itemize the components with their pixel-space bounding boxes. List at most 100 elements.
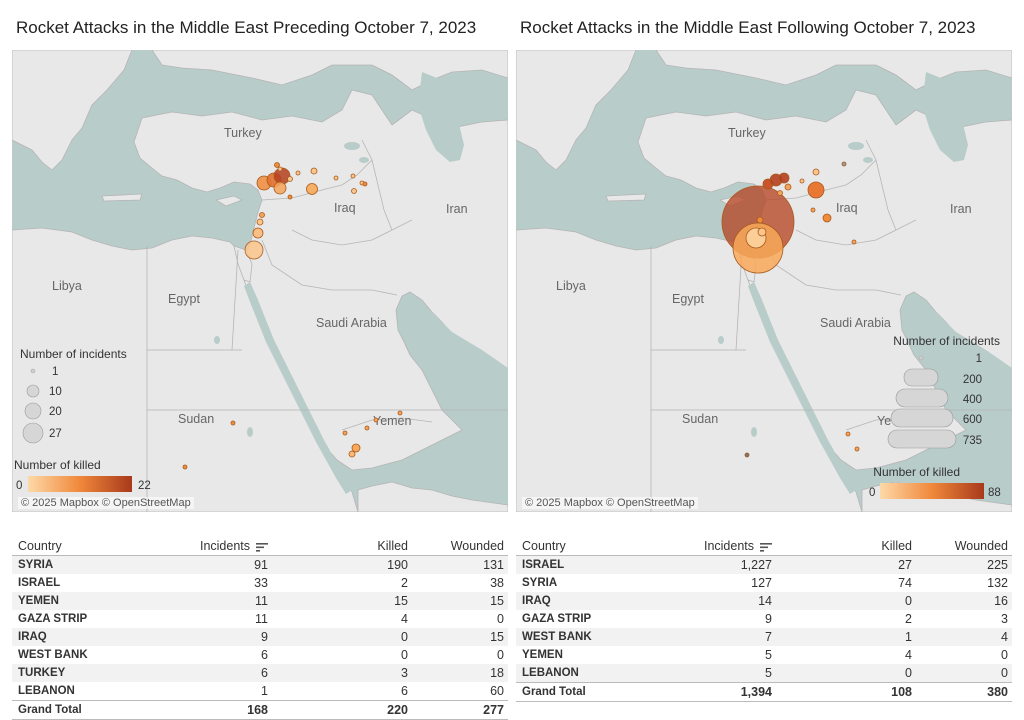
incident-marker[interactable]	[287, 194, 293, 200]
color-legend-max: 88	[988, 487, 1001, 499]
header-incidents-label: Incidents	[199, 539, 250, 553]
map-view[interactable]: Turkey Iraq Iran Libya Egypt Saudi Arabi…	[12, 50, 508, 512]
header-wounded[interactable]: Wounded	[412, 536, 508, 556]
incident-marker[interactable]	[778, 172, 790, 184]
incident-marker[interactable]	[244, 240, 264, 260]
incident-marker[interactable]	[273, 167, 291, 185]
cell-killed: 2	[401, 576, 408, 590]
label-egypt: Egypt	[672, 292, 704, 306]
table-row[interactable]: SYRIA 91 190 131	[12, 555, 508, 574]
incident-marker[interactable]	[854, 446, 860, 452]
incident-marker[interactable]	[812, 168, 820, 176]
grand-total-row[interactable]: Grand Total 1,394 108 380	[516, 682, 1012, 702]
incident-marker[interactable]	[310, 167, 318, 175]
table-row[interactable]: YEMEN 11 15 15	[12, 592, 508, 610]
incident-marker[interactable]	[397, 410, 403, 416]
caspian-sea	[418, 72, 464, 162]
cell-country: YEMEN	[12, 592, 152, 610]
incident-marker[interactable]	[744, 452, 750, 458]
cell-country: WEST BANK	[18, 649, 88, 661]
table-row[interactable]: YEMEN 5 4 0	[516, 646, 1012, 664]
cell-country: Grand Total	[516, 682, 656, 702]
incident-marker[interactable]	[306, 183, 318, 195]
cell-country: WEST BANK	[516, 628, 656, 646]
map-canvas[interactable]: Turkey Iraq Iran Libya Egypt Saudi Arabi…	[516, 50, 1012, 512]
cell-country: IRAQ	[516, 592, 656, 610]
label-iraq: Iraq	[836, 201, 858, 215]
incident-marker[interactable]	[364, 425, 370, 431]
header-killed[interactable]: Killed	[272, 536, 412, 556]
incident-marker[interactable]	[333, 175, 339, 181]
grand-total-row[interactable]: Grand Total 168 220 277	[12, 700, 508, 720]
table-row[interactable]: ISRAEL 33 2 38	[12, 574, 508, 592]
incident-marker[interactable]	[295, 170, 301, 176]
incident-marker[interactable]	[351, 443, 361, 453]
incident-marker[interactable]	[277, 166, 283, 172]
incident-marker[interactable]	[182, 464, 188, 470]
color-legend-max: 22	[138, 480, 151, 492]
cell-killed: 0	[776, 592, 916, 610]
cell-wounded: 380	[916, 682, 1012, 702]
incident-marker[interactable]	[351, 188, 357, 194]
incident-marker[interactable]	[777, 190, 783, 196]
header-incidents[interactable]: Incidents	[152, 536, 272, 556]
cell-wounded: 131	[412, 555, 508, 574]
incident-marker[interactable]	[273, 181, 287, 195]
cell-incidents: 1,227	[656, 555, 776, 574]
header-country[interactable]: Country	[12, 536, 152, 556]
incident-marker[interactable]	[822, 213, 832, 223]
incident-marker[interactable]	[784, 183, 792, 191]
table-row[interactable]: WEST BANK 7 1 4	[516, 628, 1012, 646]
map-attribution[interactable]: © 2025 Mapbox © OpenStreetMap	[522, 497, 698, 509]
incident-marker[interactable]	[230, 420, 236, 426]
header-incidents[interactable]: Incidents	[656, 536, 776, 556]
cell-killed: 27	[776, 555, 916, 574]
header-killed[interactable]: Killed	[776, 536, 916, 556]
incident-marker[interactable]	[845, 431, 851, 437]
header-country[interactable]: Country	[516, 536, 656, 556]
incident-marker[interactable]	[350, 173, 356, 179]
sort-descending-icon[interactable]	[256, 542, 268, 552]
legend-circle	[24, 402, 42, 420]
map-attribution[interactable]: © 2025 Mapbox © OpenStreetMap	[18, 497, 194, 509]
cell-incidents: 11	[255, 612, 268, 626]
incident-marker[interactable]	[342, 430, 348, 436]
incident-marker[interactable]	[841, 161, 847, 167]
table-row[interactable]: ISRAEL 1,227 27 225	[516, 555, 1012, 574]
incident-marker[interactable]	[757, 227, 767, 237]
cell-wounded: 0	[1001, 648, 1008, 662]
size-legend-value: 1	[52, 366, 58, 378]
table-row[interactable]: WEST BANK 6 0 0	[12, 646, 508, 664]
size-legend: Number of incidents 1 10 20 27	[20, 347, 127, 444]
map-canvas[interactable]: Turkey Iraq Iran Libya Egypt Saudi Arabi…	[12, 50, 508, 512]
incident-marker[interactable]	[807, 181, 825, 199]
cell-killed: 220	[272, 700, 412, 720]
incident-marker[interactable]	[373, 417, 379, 423]
table-row[interactable]: IRAQ 9 0 15	[12, 628, 508, 646]
table-row[interactable]: LEBANON 1 6 60	[12, 682, 508, 701]
incident-marker[interactable]	[851, 239, 857, 245]
incident-marker[interactable]	[274, 162, 280, 168]
incident-marker[interactable]	[756, 216, 764, 224]
map-title: Rocket Attacks in the Middle East Preced…	[16, 18, 477, 37]
incident-marker[interactable]	[799, 178, 805, 184]
incident-marker[interactable]	[256, 218, 264, 226]
incident-marker[interactable]	[252, 227, 264, 239]
cell-wounded: 132	[987, 576, 1008, 590]
header-wounded[interactable]: Wounded	[916, 536, 1012, 556]
table-row[interactable]: IRAQ 14 0 16	[516, 592, 1012, 610]
incident-marker[interactable]	[348, 450, 356, 458]
country-borders	[650, 139, 1012, 512]
incident-marker[interactable]	[362, 181, 368, 187]
table-row[interactable]: TURKEY 6 3 18	[12, 664, 508, 682]
table-row[interactable]: SYRIA 127 74 132	[516, 574, 1012, 592]
incident-marker[interactable]	[259, 212, 265, 218]
incident-marker[interactable]	[287, 176, 293, 182]
sort-descending-icon[interactable]	[760, 542, 772, 552]
incident-marker[interactable]	[810, 207, 816, 213]
table-row[interactable]: LEBANON 5 0 0	[516, 664, 1012, 683]
cell-wounded: 15	[412, 592, 508, 610]
table-row[interactable]: GAZA STRIP 11 4 0	[12, 610, 508, 628]
map-view[interactable]: Turkey Iraq Iran Libya Egypt Saudi Arabi…	[516, 50, 1012, 512]
table-row[interactable]: GAZA STRIP 9 2 3	[516, 610, 1012, 628]
